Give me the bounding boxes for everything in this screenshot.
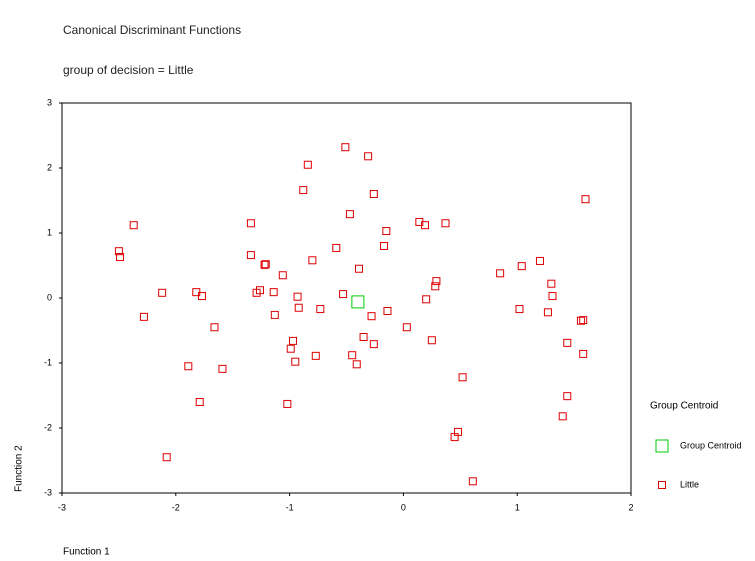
y-tick-label: -2 [44, 422, 52, 432]
x-tick-label: -2 [172, 502, 180, 512]
point [294, 303, 303, 312]
point [311, 351, 320, 360]
y-tick-label: 3 [47, 97, 52, 107]
point [548, 292, 557, 301]
point [339, 290, 348, 299]
point [364, 152, 373, 161]
point [515, 305, 524, 314]
y-tick-label: 1 [47, 227, 52, 237]
point [269, 288, 278, 297]
point [195, 398, 204, 406]
x-axis-label: Function 1 [63, 547, 110, 558]
point [432, 277, 441, 286]
chart-subtitle: group of decision = Little [63, 63, 194, 77]
point [422, 295, 431, 304]
point [367, 312, 376, 321]
point [450, 433, 459, 442]
point [563, 338, 572, 347]
x-tick-label: -1 [286, 502, 294, 512]
point [431, 282, 440, 291]
point [114, 247, 123, 256]
point [308, 256, 317, 265]
x-tick-label: 0 [401, 502, 406, 512]
point [332, 243, 341, 252]
point [517, 262, 526, 271]
point [535, 256, 544, 265]
point [441, 219, 450, 228]
point [270, 310, 279, 319]
point [129, 221, 138, 230]
y-tick-label: 2 [47, 162, 52, 172]
point [355, 264, 364, 273]
point [197, 292, 206, 301]
point [293, 292, 302, 301]
point [139, 312, 148, 321]
y-tick-label: -3 [44, 487, 52, 497]
point [283, 399, 292, 408]
point [299, 186, 308, 195]
legend-label: Little [680, 479, 699, 489]
point [116, 253, 125, 262]
point [579, 316, 588, 325]
point [184, 362, 193, 371]
point [348, 351, 357, 360]
point [579, 349, 588, 358]
y-axis-label: Function 2 [14, 445, 25, 492]
point [291, 357, 300, 366]
point [558, 412, 567, 421]
point [316, 305, 325, 314]
y-tick-label: 0 [47, 292, 52, 302]
point [421, 221, 430, 230]
point [382, 227, 391, 236]
point [576, 316, 585, 325]
point [468, 477, 477, 486]
point [369, 340, 378, 349]
point [345, 210, 354, 219]
point [278, 271, 287, 280]
point [158, 288, 167, 297]
point [458, 373, 467, 382]
point [581, 195, 590, 204]
point [359, 333, 368, 341]
point [496, 269, 505, 278]
x-tick-label: 2 [628, 502, 633, 512]
point [369, 190, 378, 198]
legend-label: Group Centroid [680, 440, 742, 450]
point [341, 143, 350, 152]
point [427, 336, 436, 345]
point [246, 251, 255, 260]
point [543, 308, 552, 317]
point [210, 323, 219, 332]
legend-swatch [658, 481, 666, 489]
point [260, 260, 269, 269]
x-tick-label: 1 [515, 502, 520, 512]
point [246, 219, 255, 228]
point [351, 295, 365, 309]
point [252, 288, 261, 297]
y-tick-label: -1 [44, 357, 52, 367]
point [380, 242, 389, 250]
point [286, 344, 295, 353]
point [261, 260, 270, 269]
point [303, 160, 312, 169]
point [402, 323, 411, 332]
point [383, 307, 392, 315]
point [563, 392, 572, 401]
point [218, 364, 227, 373]
legend-title: Group Centroid [650, 401, 718, 412]
point [352, 360, 361, 369]
x-tick-label: -3 [58, 502, 66, 512]
point [289, 336, 298, 345]
point [547, 279, 556, 288]
point [162, 453, 171, 462]
legend-swatch [655, 439, 669, 453]
chart-title: Canonical Discriminant Functions [63, 23, 241, 37]
